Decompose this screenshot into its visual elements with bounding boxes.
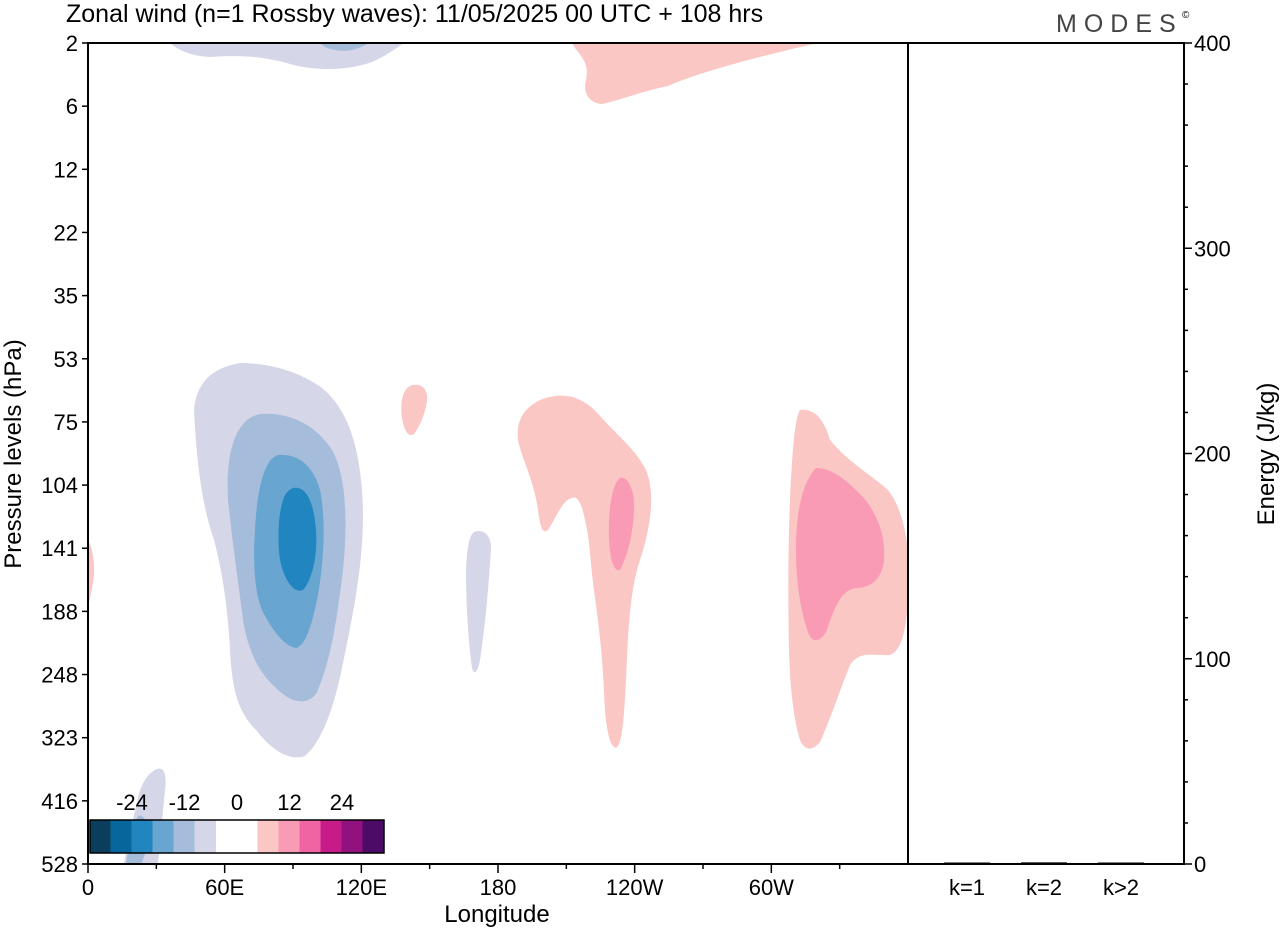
contour-neg-main-l3 — [278, 487, 317, 591]
contour-pos-edge — [88, 540, 95, 610]
y-tick-label: 323 — [41, 726, 78, 751]
colorbar-swatch — [216, 820, 237, 853]
y-tick-label: 6 — [66, 94, 78, 119]
colorbar-swatch — [299, 819, 322, 854]
energy-axis-label: Energy (J/kg) — [1253, 383, 1280, 526]
colorbar-swatch — [257, 819, 280, 854]
contour-pos-small — [401, 384, 428, 436]
energy-tick-label: 0 — [1194, 852, 1206, 877]
colorbar: -24 -12 0 12 24 — [89, 790, 385, 854]
colorbar-label: 24 — [330, 790, 354, 815]
contour-neg-mid — [466, 530, 491, 673]
energy-bar — [1098, 862, 1144, 864]
colorbar-swatch — [278, 819, 301, 854]
colorbar-swatch — [110, 819, 133, 854]
x-tick-label: 120E — [336, 875, 387, 900]
longitude-axis: 0 60E 120E 180 120W 60W — [82, 864, 841, 900]
colorbar-label: 0 — [231, 790, 243, 815]
y-tick-label: 53 — [54, 347, 78, 372]
energy-tick-label: 400 — [1194, 31, 1231, 56]
energy-category-label: k=2 — [1026, 875, 1062, 900]
energy-tick-label: 200 — [1194, 442, 1231, 467]
contour-pos-mid-inner — [608, 477, 634, 571]
y-tick-label: 104 — [41, 473, 78, 498]
colorbar-swatch — [131, 819, 154, 854]
y-tick-label: 22 — [54, 220, 78, 245]
contour-neg-top-inner — [320, 43, 368, 51]
contour-neg-top — [170, 43, 404, 70]
colorbar-swatch — [237, 820, 258, 853]
energy-bar — [1021, 862, 1067, 864]
energy-tick-label: 300 — [1194, 236, 1231, 261]
y-tick-label: 248 — [41, 663, 78, 688]
modes-logo: MODES — [1056, 10, 1183, 38]
x-tick-label: 180 — [480, 875, 517, 900]
colorbar-label: 12 — [277, 790, 301, 815]
colorbar-swatch — [194, 819, 217, 854]
colorbar-swatch — [152, 819, 175, 854]
colorbar-frame — [89, 819, 385, 854]
x-tick-label: 0 — [82, 875, 94, 900]
energy-tick-label: 100 — [1194, 647, 1231, 672]
contour-pos-right-inner — [796, 468, 885, 641]
energy-panel-frame — [907, 42, 1185, 865]
colorbar-swatch — [89, 819, 112, 854]
copyright-mark: © — [1182, 10, 1190, 21]
colorbar-swatch — [341, 819, 364, 854]
colorbar-label: -24 — [116, 790, 148, 815]
pressure-axis: 2 6 12 22 35 53 75 104 141 188 248 323 416 528 — [41, 31, 88, 877]
y-tick-label: 416 — [41, 789, 78, 814]
energy-category-label: k>2 — [1103, 875, 1139, 900]
x-tick-label: 60W — [749, 875, 794, 900]
y-axis-label: Pressure levels (hPa) — [0, 339, 27, 568]
chart-title: Zonal wind (n=1 Rossby waves): 11/05/202… — [66, 0, 763, 28]
y-tick-label: 2 — [66, 31, 78, 56]
energy-axis: 0 100 200 300 400 — [1184, 31, 1231, 877]
colorbar-swatch — [173, 819, 196, 854]
contour-pos-top — [572, 43, 818, 104]
y-tick-label: 75 — [54, 410, 78, 435]
contour-field — [88, 43, 908, 864]
energy-category-label: k=1 — [949, 875, 985, 900]
y-tick-label: 141 — [41, 536, 78, 561]
contour-pos-mid-outer — [517, 395, 652, 748]
colorbar-swatch — [362, 819, 385, 854]
x-axis-label: Longitude — [444, 901, 549, 928]
energy-bar — [944, 862, 990, 864]
y-tick-label: 188 — [41, 599, 78, 624]
colorbar-label: -12 — [169, 790, 201, 815]
x-tick-label: 120W — [606, 875, 664, 900]
colorbar-swatch — [320, 819, 343, 854]
x-tick-label: 60E — [205, 875, 244, 900]
y-tick-label: 12 — [54, 157, 78, 182]
y-tick-label: 528 — [41, 852, 78, 877]
y-tick-label: 35 — [54, 284, 78, 309]
energy-bars: k=1 k=2 k>2 — [944, 862, 1144, 900]
